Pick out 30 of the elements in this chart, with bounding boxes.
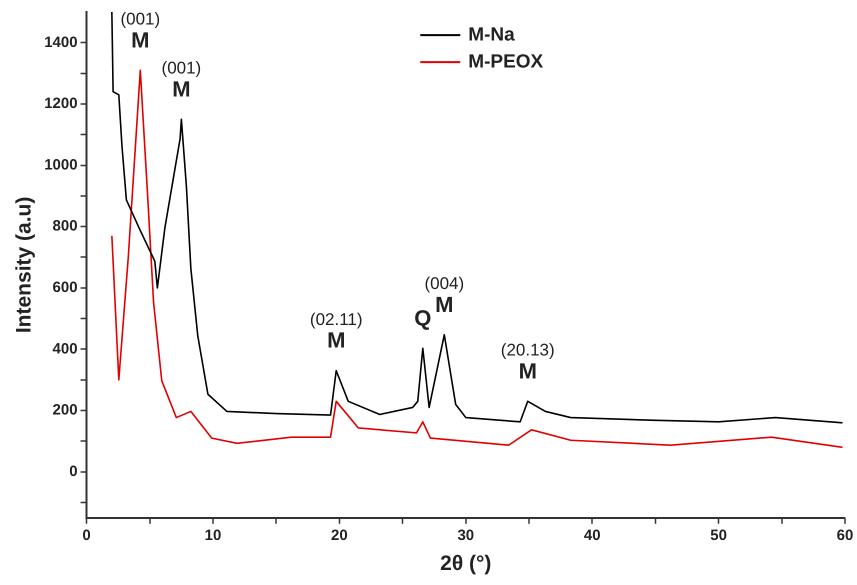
y-axis-title: Intensity (a.u): [12, 196, 36, 334]
x-tick-label: 30: [457, 526, 474, 544]
annotation: (20.13): [500, 340, 555, 360]
x-tick-label: 50: [710, 526, 727, 544]
annotation: (001): [120, 9, 160, 28]
annotation: M: [518, 358, 537, 384]
annotation: (02.11): [310, 310, 363, 329]
y-tick-label: 400: [52, 340, 78, 358]
x-axis-title: 2θ (°): [440, 552, 492, 576]
x-tick-label: 20: [331, 526, 348, 544]
x-tick-label: 0: [82, 526, 91, 544]
annotation: M: [172, 76, 191, 102]
annotation: Q: [414, 305, 432, 330]
annotation: (004): [424, 274, 464, 293]
x-tick-label: 40: [584, 526, 601, 544]
annotation: M: [327, 328, 346, 353]
annotation: M: [435, 292, 454, 317]
y-tick-label: 800: [52, 218, 78, 235]
annotation: M: [131, 27, 150, 52]
y-tick-label: 600: [52, 279, 78, 296]
x-tick-label: 10: [204, 526, 222, 544]
y-tick-label: 0: [69, 462, 78, 480]
x-tick-label: 60: [836, 526, 854, 544]
y-tick-label: 1000: [44, 156, 78, 174]
y-tick-label: 200: [52, 402, 78, 419]
legend-label: M-Na: [468, 24, 516, 46]
legend-label: M-PEOX: [468, 51, 544, 72]
y-tick-label: 1200: [44, 95, 78, 112]
y-tick-label: 1400: [44, 34, 78, 51]
annotation: (001): [162, 58, 202, 78]
